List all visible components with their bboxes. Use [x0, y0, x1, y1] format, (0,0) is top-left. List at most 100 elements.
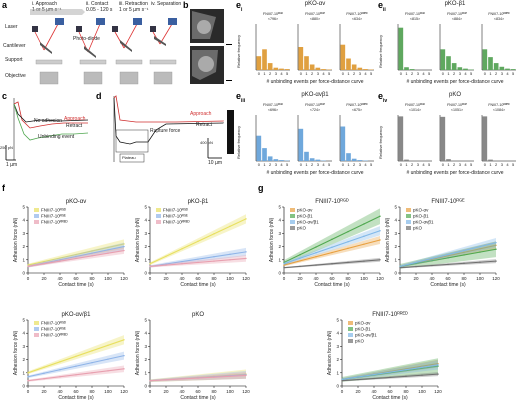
f-panel-1-point-0-2	[181, 248, 183, 250]
hist-tick-2-0-2: 2	[269, 162, 272, 167]
f-panel-3-title: pKO	[192, 312, 204, 318]
scale-bar-b2	[226, 80, 232, 81]
g-panel-2-title: FNIII7-10ᴿᴿᴱᴰ	[372, 311, 408, 318]
hist-bar-2-1-1	[304, 151, 309, 161]
step-3-value: 1 or 5 µm s⁻¹	[119, 7, 149, 13]
g-panel-1-point-1-6	[495, 248, 497, 250]
f-panel-1-point-2-3	[197, 261, 199, 264]
f-panel-3-point-2-1	[165, 379, 167, 381]
g-panel-0-point-2-4	[347, 241, 349, 243]
g-panel-0-title: FNIII7-10ᴿᴳᴰ	[315, 198, 349, 205]
f-panel-0-point-2-2	[59, 260, 61, 262]
plateau-box	[119, 153, 145, 163]
g-panel-0-point-2-0	[283, 263, 285, 265]
step-2-label: ii. Contact	[86, 1, 109, 7]
microscopy-image-1	[190, 9, 224, 43]
f-panel-2-ytick-label-1: 1	[22, 370, 25, 375]
f-panel-1-ytick-label-3: 3	[144, 231, 147, 236]
f-panel-2-point-0-5	[107, 344, 109, 346]
hist-tick-0-1-0: 0	[300, 71, 303, 76]
hist-tick-3-0-5: 5	[428, 162, 431, 167]
hist-cond-1-0: FNIII7-10ᴿᴳᴰ	[405, 12, 425, 16]
panel-label-a: a	[2, 0, 8, 10]
hist-xlabel-1: # unbinding events per force-distance cu…	[406, 79, 504, 85]
hist-bar-2-1-0	[298, 128, 304, 161]
hist-bar-3-1-1	[446, 159, 451, 161]
f-panel-0-point-2-5	[107, 252, 109, 254]
hist-tick-1-0-0: 0	[400, 71, 403, 76]
hist-group-title-0: pKO-αv	[304, 1, 326, 7]
g-panel-1-point-0-4	[463, 251, 465, 254]
hist-tick-0-1-4: 4	[322, 71, 325, 76]
g-panel-1-point-3-5	[479, 261, 481, 263]
g-panel-0-ytick-label-2: 2	[278, 244, 281, 249]
f-panel-1-xtick-label-1: 20	[163, 276, 169, 281]
f-panel-1-point-0-5	[229, 225, 231, 228]
f-panel-1-ytick-label-1: 1	[144, 257, 147, 262]
g-panel-2-point-2-6	[437, 364, 439, 366]
f-panel-3-xtick-label-5: 100	[226, 389, 234, 394]
f-panel-1-point-2-5	[229, 259, 231, 261]
g-panel-1-legend-1: pKO-β1	[413, 214, 429, 219]
f-panel-1-legend-swatch-1	[156, 214, 161, 218]
f-panel-0-legend-0: FNIII7-10ᴿᴳᴰ	[41, 208, 66, 213]
g-panel-1-point-0-5	[479, 248, 481, 250]
panel-label-c: c	[2, 91, 8, 101]
g-panel-1-ytick-label-5: 5	[394, 205, 397, 210]
f-panel-0-legend-2: FNIII7-10ᴿᴿᴱᴰ	[41, 220, 68, 225]
g-panel-1-point-1-2	[431, 259, 433, 262]
g-panel-2-xtick-label-4: 80	[403, 389, 409, 394]
hist-bar-0-1-0	[298, 47, 304, 70]
hist-tick-1-0-4: 4	[422, 71, 425, 76]
f-panel-0-ytick-label-2: 2	[22, 244, 25, 249]
f-panel-0-point-0-2	[59, 257, 61, 259]
panel-label-d: d	[96, 91, 102, 101]
g-panel-2-point-2-0	[341, 378, 343, 381]
hist-xlabel-2: # unbinding events per force-distance cu…	[266, 170, 364, 176]
hist-bar-3-2-0	[482, 116, 488, 161]
f-panel-0-point-2-6	[123, 249, 125, 252]
g-panel-0-point-1-1	[299, 254, 301, 256]
f-panel-1-legend-2: FNIII7-10ᴿᴿᴱᴰ	[163, 220, 190, 225]
hist-bar-0-0-0	[256, 56, 262, 70]
g-panel-0-xlabel: Contact time (s)	[314, 282, 350, 288]
hist-tick-0-2-5: 5	[370, 71, 373, 76]
g-panel-1-point-3-6	[495, 260, 497, 262]
hist-tick-3-2-1: 1	[489, 162, 492, 167]
hist-bar-2-2-0	[340, 126, 346, 161]
panel-label-e1: ei	[236, 0, 243, 13]
force-curve-d	[113, 95, 234, 163]
retract-label-c: Retract	[66, 123, 83, 129]
hist-bar-2-0-3	[273, 159, 279, 161]
hist-tick-0-0-4: 4	[280, 71, 283, 76]
g-panel-1-legend-3: pKO	[413, 226, 423, 231]
hist-tick-3-0-4: 4	[422, 162, 425, 167]
g-panel-0-point-1-0	[283, 261, 285, 264]
f-panel-2-point-2-6	[123, 368, 125, 370]
f-panel-0-point-1-6	[123, 245, 125, 248]
f-panel-1-legend-0: FNIII7-10ᴿᴳᴰ	[163, 208, 188, 213]
f-panel-3-xtick-label-6: 120	[242, 389, 250, 394]
g-panel-2-ytick-label-4: 4	[336, 331, 339, 336]
g-panel-0-point-0-6	[379, 239, 381, 241]
step-3-label: iii. Retraction	[119, 1, 148, 7]
hist-tick-0-0-5: 5	[286, 71, 289, 76]
g-panel-2-point-2-5	[421, 366, 423, 368]
hist-cond-0-0: FNIII7-10ᴿᴳᴰ	[263, 12, 283, 16]
g-panel-1-point-2-4	[463, 249, 465, 252]
f-panel-3-point-2-2	[181, 378, 183, 380]
f-panel-1-xtick-label-3: 60	[195, 276, 201, 281]
f-panel-1-xtick-label-4: 80	[211, 276, 217, 281]
g-panel-1-point-0-6	[495, 244, 497, 246]
g-panel-0-point-3-0	[283, 267, 285, 269]
g-panel-0-point-1-4	[347, 230, 349, 233]
plateau-label: Plateau	[122, 155, 136, 160]
photodiode-label: Photo-diode	[73, 36, 100, 42]
hist-tick-3-1-3: 3	[459, 162, 462, 167]
f-panel-1-legend-swatch-2	[156, 220, 161, 224]
hist-tick-3-1-5: 5	[470, 162, 473, 167]
f-panel-0-xtick-label-1: 20	[41, 276, 47, 281]
panel-label-f: f	[2, 183, 5, 193]
g-panel-1-ylabel: Adhesion force (nN)	[385, 217, 391, 262]
support-label: Support	[5, 57, 23, 63]
